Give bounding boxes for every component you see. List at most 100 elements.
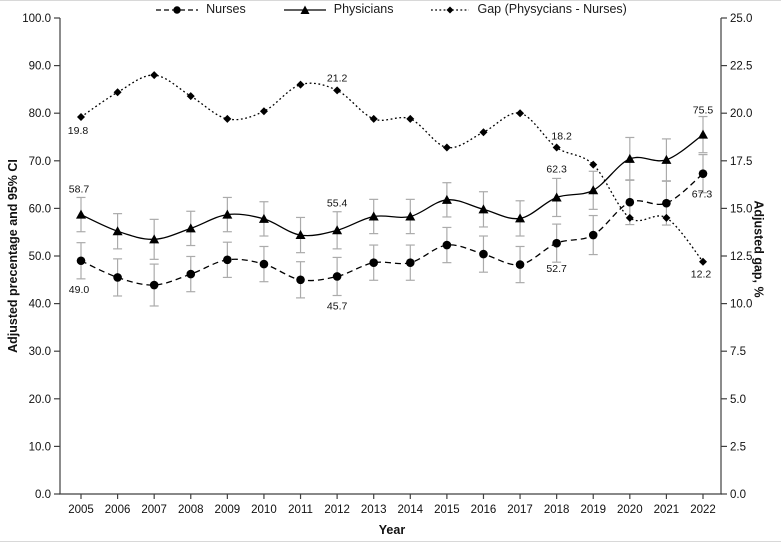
physicians-marker — [624, 153, 635, 163]
x-tick-label: 2008 — [178, 504, 204, 516]
physicians-marker — [515, 213, 526, 223]
x-tick-label: 2016 — [471, 504, 497, 516]
gap-line — [80, 74, 704, 263]
x-tick-label: 2013 — [361, 504, 387, 516]
y-left-tick-label: 40.0 — [29, 299, 51, 311]
x-axis-title: Year — [378, 522, 406, 537]
physicians-point-label: 62.3 — [546, 163, 567, 175]
x-tick-label: 2018 — [544, 504, 570, 516]
nurses-marker — [698, 169, 708, 178]
left-axis-title: Adjusted precentage and 95% CI — [5, 159, 20, 353]
y-right-tick-label: 5.0 — [730, 394, 746, 406]
physicians-marker — [441, 194, 452, 204]
x-tick-label: 2009 — [215, 504, 241, 516]
nurses-marker — [662, 198, 671, 208]
y-right-tick-label: 2.5 — [730, 441, 746, 453]
gap-marker — [442, 143, 451, 152]
y-left-tick-label: 80.0 — [29, 108, 51, 120]
physicians-marker — [405, 211, 416, 221]
x-tick-label: 2005 — [68, 504, 94, 516]
nurses-marker — [588, 230, 598, 240]
x-tick-label: 2012 — [324, 504, 350, 516]
x-tick-label: 2014 — [397, 504, 423, 516]
legend-item-gap: Gap (Physycians - Nurses) — [429, 3, 627, 16]
gap-marker — [259, 107, 268, 116]
gap-legend-marker-icon — [431, 6, 470, 13]
gap-marker — [662, 213, 671, 222]
nurses-marker — [332, 272, 342, 281]
nurses-marker — [223, 255, 232, 265]
physicians-marker — [661, 154, 672, 164]
physicians-legend-marker-icon — [283, 5, 326, 14]
nurses-marker — [442, 240, 452, 250]
y-left-tick-label: 10.0 — [29, 441, 51, 453]
gap-point-label: 21.2 — [327, 72, 348, 84]
nurses-marker — [259, 259, 269, 269]
y-right-tick-label: 12.5 — [730, 251, 752, 263]
gap-marker — [186, 92, 195, 101]
y-right-tick-label: 20.0 — [730, 108, 752, 120]
y-left-tick-label: 50.0 — [29, 251, 51, 263]
gap-point-label: 18.2 — [551, 130, 572, 142]
nurses-marker — [479, 249, 488, 259]
physicians-marker — [295, 230, 306, 240]
nurses-marker — [625, 197, 635, 207]
nurses-point-label: 67.3 — [692, 189, 713, 201]
physicians-marker — [185, 223, 196, 233]
physicians-line — [80, 134, 704, 240]
y-right-tick-label: 7.5 — [730, 346, 746, 358]
y-left-tick-label: 70.0 — [29, 156, 51, 168]
x-tick-label: 2021 — [654, 504, 680, 516]
physicians-marker — [222, 209, 233, 219]
nurses-point-label: 49.0 — [69, 284, 90, 296]
y-right-tick-label: 25.0 — [730, 13, 752, 25]
nurses-marker — [113, 273, 122, 282]
nurses-marker — [149, 280, 159, 290]
nurses-marker — [515, 260, 525, 269]
x-tick-label: 2015 — [434, 504, 460, 516]
y-right-tick-label: 10.0 — [730, 299, 752, 311]
gap-marker — [223, 114, 232, 123]
physicians-marker — [76, 209, 86, 219]
gap-marker — [699, 257, 707, 266]
gap-point-label: 19.8 — [68, 125, 89, 137]
nurses-marker — [186, 269, 196, 279]
y-left-tick-label: 100.0 — [22, 13, 51, 25]
gap-marker — [479, 128, 488, 137]
x-tick-label: 2010 — [251, 504, 277, 516]
gap-marker — [516, 109, 525, 118]
gap-point-label: 12.2 — [691, 269, 712, 281]
y-right-tick-label: 22.5 — [730, 61, 752, 73]
gap-marker — [150, 71, 159, 80]
nurses-marker — [552, 238, 561, 248]
gap-marker — [589, 160, 598, 169]
y-left-tick-label: 20.0 — [29, 394, 51, 406]
physicians-point-label: 58.7 — [69, 184, 90, 196]
gap-marker — [369, 114, 378, 123]
physicians-marker — [478, 204, 489, 214]
physicians-marker — [588, 185, 599, 195]
gap-marker — [77, 113, 85, 122]
nurses-marker — [76, 256, 86, 266]
physicians-marker — [698, 129, 708, 139]
y-right-tick-label: 17.5 — [730, 156, 752, 168]
physicians-marker — [112, 226, 123, 236]
gap-marker — [113, 88, 122, 97]
gap-marker — [296, 80, 305, 89]
gap-marker — [406, 114, 415, 123]
gap-marker — [333, 86, 342, 95]
y-right-tick-label: 0.0 — [730, 489, 746, 501]
physicians-marker — [258, 213, 269, 223]
nurses-point-label: 45.7 — [327, 300, 348, 312]
nurses-point-label: 52.7 — [546, 263, 567, 275]
x-tick-label: 2017 — [507, 504, 533, 516]
x-tick-label: 2022 — [690, 504, 716, 516]
chart-legend: Nurses Physicians Gap (Physycians - Nurs… — [0, 1, 781, 18]
y-right-tick-label: 15.0 — [730, 203, 752, 215]
nurses-legend-marker-icon — [156, 5, 199, 14]
gap-marker — [552, 143, 561, 152]
nurses-marker — [296, 275, 305, 285]
physicians-marker — [149, 234, 160, 244]
